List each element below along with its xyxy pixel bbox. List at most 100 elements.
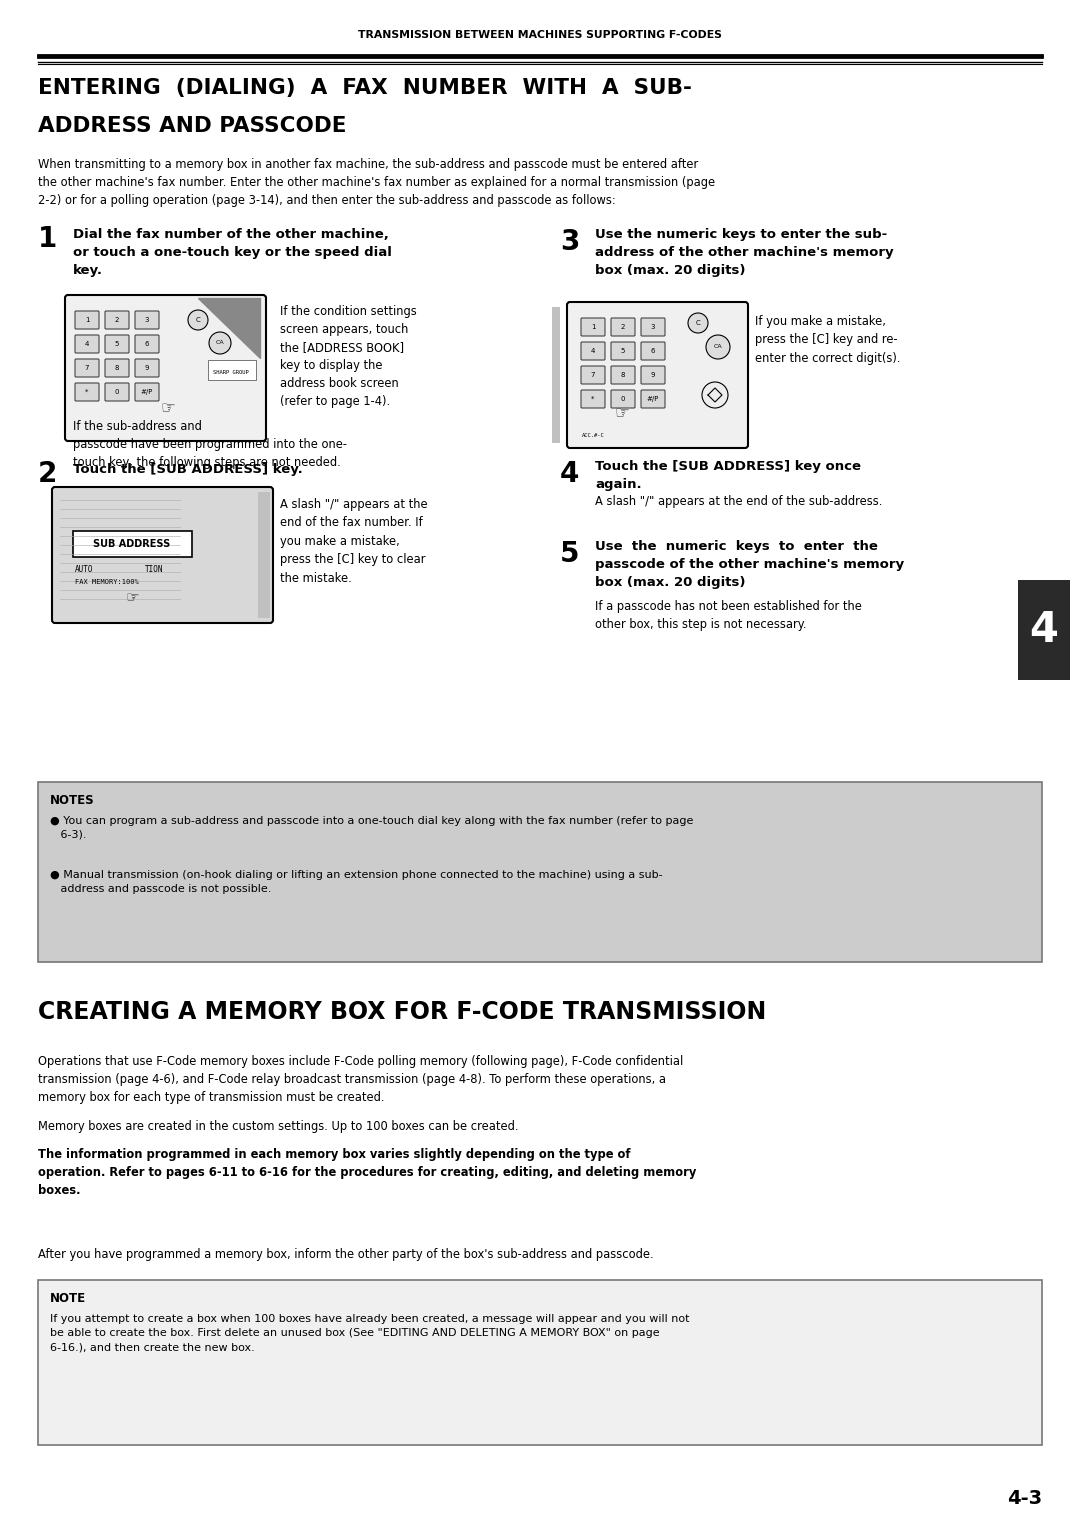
- Text: #/P: #/P: [647, 396, 659, 402]
- Text: ☞: ☞: [125, 590, 139, 605]
- FancyBboxPatch shape: [105, 359, 129, 377]
- Text: Touch the [SUB ADDRESS] key once
again.: Touch the [SUB ADDRESS] key once again.: [595, 460, 861, 490]
- FancyBboxPatch shape: [581, 318, 605, 336]
- Text: 6: 6: [145, 341, 149, 347]
- FancyBboxPatch shape: [567, 303, 748, 448]
- Text: NOTES: NOTES: [50, 795, 95, 807]
- FancyBboxPatch shape: [105, 384, 129, 400]
- Text: 5: 5: [114, 341, 119, 347]
- FancyBboxPatch shape: [52, 487, 273, 623]
- Text: CA: CA: [216, 341, 225, 345]
- Text: 4: 4: [591, 348, 595, 354]
- FancyBboxPatch shape: [135, 335, 159, 353]
- Text: Dial the fax number of the other machine,
or touch a one-touch key or the speed : Dial the fax number of the other machine…: [73, 228, 392, 277]
- Text: CREATING A MEMORY BOX FOR F-CODE TRANSMISSION: CREATING A MEMORY BOX FOR F-CODE TRANSMI…: [38, 999, 766, 1024]
- Text: If the condition settings
screen appears, touch
the [ADDRESS BOOK]
key to displa: If the condition settings screen appears…: [280, 306, 417, 408]
- FancyBboxPatch shape: [581, 367, 605, 384]
- FancyBboxPatch shape: [642, 342, 665, 361]
- Text: C: C: [195, 316, 201, 322]
- Bar: [258, 492, 270, 617]
- Text: If you attempt to create a box when 100 boxes have already been created, a messa: If you attempt to create a box when 100 …: [50, 1314, 689, 1352]
- Text: ENTERING  (DIALING)  A  FAX  NUMBER  WITH  A  SUB-: ENTERING (DIALING) A FAX NUMBER WITH A S…: [38, 78, 692, 98]
- FancyBboxPatch shape: [135, 359, 159, 377]
- FancyBboxPatch shape: [75, 312, 99, 329]
- Text: *: *: [85, 390, 89, 396]
- Text: FAX MEMORY:100%: FAX MEMORY:100%: [75, 579, 138, 585]
- FancyBboxPatch shape: [135, 384, 159, 400]
- Text: ● You can program a sub-address and passcode into a one-touch dial key along wit: ● You can program a sub-address and pass…: [50, 816, 693, 839]
- Text: 7: 7: [84, 365, 90, 371]
- FancyBboxPatch shape: [611, 318, 635, 336]
- Text: 4: 4: [561, 460, 579, 487]
- Text: TRANSMISSION BETWEEN MACHINES SUPPORTING F-CODES: TRANSMISSION BETWEEN MACHINES SUPPORTING…: [359, 31, 721, 40]
- Polygon shape: [198, 298, 260, 358]
- Text: 1: 1: [591, 324, 595, 330]
- Text: TION: TION: [145, 565, 163, 575]
- Text: 1: 1: [84, 316, 90, 322]
- Text: 4: 4: [1029, 610, 1058, 651]
- Text: 5: 5: [561, 539, 580, 568]
- Text: AUTO: AUTO: [75, 565, 94, 575]
- Text: NOTE: NOTE: [50, 1293, 86, 1305]
- FancyBboxPatch shape: [611, 390, 635, 408]
- Text: Operations that use F-Code memory boxes include F-Code polling memory (following: Operations that use F-Code memory boxes …: [38, 1054, 684, 1105]
- Text: ☞: ☞: [615, 403, 630, 422]
- FancyBboxPatch shape: [105, 335, 129, 353]
- Circle shape: [702, 382, 728, 408]
- FancyBboxPatch shape: [642, 318, 665, 336]
- Circle shape: [188, 310, 208, 330]
- Text: A slash "/" appears at the
end of the fax number. If
you make a mistake,
press t: A slash "/" appears at the end of the fa…: [280, 498, 428, 585]
- Bar: [552, 307, 561, 443]
- Text: SHARP GROUP: SHARP GROUP: [213, 370, 248, 374]
- Text: If the sub-address and
passcode have been programmed into the one-
touch key, th: If the sub-address and passcode have bee…: [73, 420, 347, 469]
- FancyBboxPatch shape: [38, 782, 1042, 963]
- FancyBboxPatch shape: [105, 312, 129, 329]
- Text: 2: 2: [38, 460, 57, 487]
- Text: *: *: [592, 396, 595, 402]
- Text: 0: 0: [114, 390, 119, 396]
- Text: Use the numeric keys to enter the sub-
address of the other machine's memory
box: Use the numeric keys to enter the sub- a…: [595, 228, 893, 277]
- FancyBboxPatch shape: [75, 359, 99, 377]
- Text: ● Manual transmission (on-hook dialing or lifting an extension phone connected t: ● Manual transmission (on-hook dialing o…: [50, 869, 663, 894]
- Text: 0: 0: [621, 396, 625, 402]
- Text: 4: 4: [85, 341, 90, 347]
- Text: 8: 8: [114, 365, 119, 371]
- FancyBboxPatch shape: [135, 312, 159, 329]
- Circle shape: [210, 332, 231, 354]
- Text: The information programmed in each memory box varies slightly depending on the t: The information programmed in each memor…: [38, 1148, 697, 1196]
- Text: 1: 1: [38, 225, 57, 254]
- Text: ACC.#-C: ACC.#-C: [582, 432, 605, 439]
- Text: 2: 2: [114, 316, 119, 322]
- Text: 6: 6: [651, 348, 656, 354]
- FancyBboxPatch shape: [581, 390, 605, 408]
- Text: 3: 3: [561, 228, 579, 257]
- Bar: [1018, 581, 1070, 680]
- Text: 9: 9: [145, 365, 149, 371]
- Text: 3: 3: [145, 316, 149, 322]
- Text: ☞: ☞: [161, 399, 175, 417]
- FancyBboxPatch shape: [611, 367, 635, 384]
- Text: Touch the [SUB ADDRESS] key.: Touch the [SUB ADDRESS] key.: [73, 463, 302, 477]
- FancyBboxPatch shape: [73, 532, 192, 558]
- Text: When transmitting to a memory box in another fax machine, the sub-address and pa: When transmitting to a memory box in ano…: [38, 157, 715, 206]
- FancyBboxPatch shape: [642, 390, 665, 408]
- Text: A slash "/" appears at the end of the sub-address.: A slash "/" appears at the end of the su…: [595, 495, 882, 507]
- Text: CA: CA: [714, 344, 723, 350]
- FancyBboxPatch shape: [65, 295, 266, 442]
- Text: 4-3: 4-3: [1007, 1488, 1042, 1508]
- FancyBboxPatch shape: [75, 384, 99, 400]
- Text: If a passcode has not been established for the
other box, this step is not neces: If a passcode has not been established f…: [595, 601, 862, 631]
- Text: 8: 8: [621, 371, 625, 377]
- Text: After you have programmed a memory box, inform the other party of the box's sub-: After you have programmed a memory box, …: [38, 1248, 653, 1261]
- Text: C: C: [696, 319, 700, 325]
- FancyBboxPatch shape: [38, 1280, 1042, 1445]
- Text: ADDRESS AND PASSCODE: ADDRESS AND PASSCODE: [38, 116, 347, 136]
- FancyBboxPatch shape: [642, 367, 665, 384]
- Text: If you make a mistake,
press the [C] key and re-
enter the correct digit(s).: If you make a mistake, press the [C] key…: [755, 315, 901, 365]
- Circle shape: [688, 313, 708, 333]
- Text: 5: 5: [621, 348, 625, 354]
- Bar: [208, 361, 256, 380]
- Circle shape: [706, 335, 730, 359]
- Text: Use  the  numeric  keys  to  enter  the
passcode of the other machine's memory
b: Use the numeric keys to enter the passco…: [595, 539, 904, 588]
- Text: 3: 3: [651, 324, 656, 330]
